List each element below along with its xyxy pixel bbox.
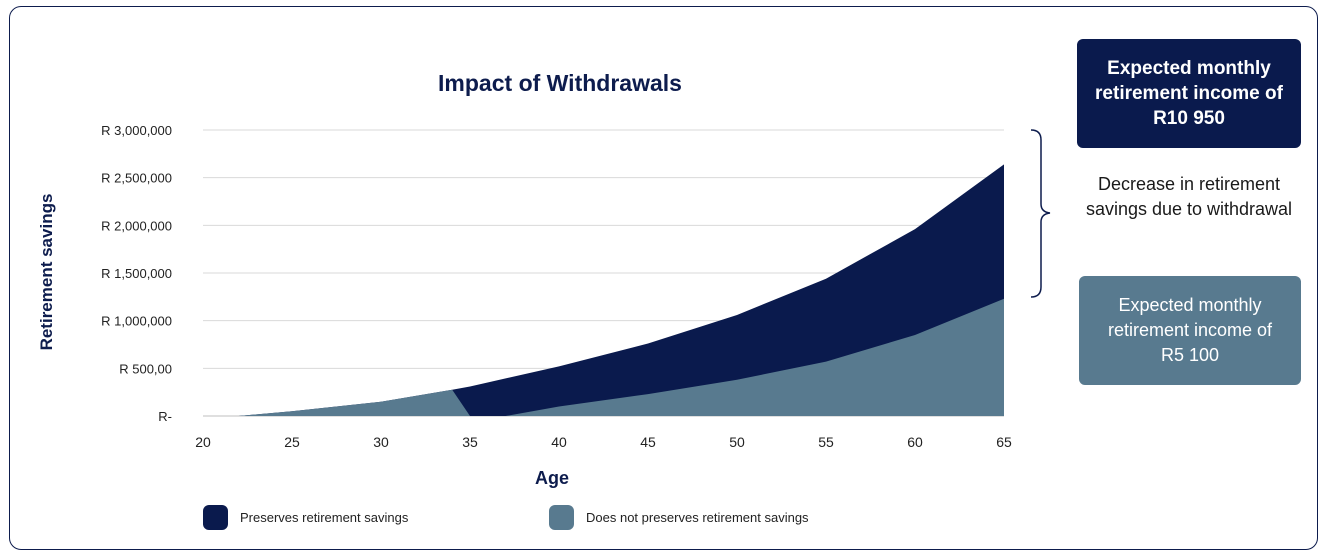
- y-axis-label: Retirement savings: [37, 194, 56, 351]
- y-tick-label: R 2,500,000: [101, 171, 172, 186]
- decrease-brace: [1030, 129, 1051, 298]
- area-not-preserve: [203, 298, 1004, 416]
- x-tick-label: 60: [907, 434, 923, 450]
- y-tick-labels: R- R 500,00 R 1,000,000 R 1,500,000 R 2,000,…: [101, 123, 172, 424]
- chart-title: Impact of Withdrawals: [438, 70, 682, 96]
- x-tick-label: 45: [640, 434, 656, 450]
- x-tick-label: 65: [996, 434, 1012, 450]
- x-axis-label: Age: [535, 468, 569, 488]
- decrease-label: Decrease in retirement savings due to wi…: [1085, 174, 1293, 219]
- y-tick-label: R-: [158, 409, 172, 424]
- x-tick-label: 35: [462, 434, 478, 450]
- x-tick-labels: 20 25 30 35 40 45 50 55 60 65: [195, 434, 1012, 450]
- legend-label-preserve: Preserves retirement savings: [240, 510, 409, 525]
- area-preserve: [203, 164, 1004, 416]
- legend-label-not-preserve: Does not preserves retirement savings: [586, 510, 809, 525]
- legend-swatch-not-preserve: [549, 505, 574, 530]
- x-tick-label: 20: [195, 434, 211, 450]
- y-tick-label: R 3,000,000: [101, 123, 172, 138]
- not-preserve-income-text: Expected monthly retirement income of R5…: [1107, 295, 1273, 365]
- y-tick-label: R 1,000,000: [101, 314, 172, 329]
- preserve-income-box: Expected monthly retirement income of R1…: [1077, 39, 1301, 148]
- x-tick-label: 50: [729, 434, 745, 450]
- preserve-income-text: Expected monthly retirement income of R1…: [1095, 58, 1283, 129]
- legend-item-not-preserve: Does not preserves retirement savings: [549, 505, 809, 530]
- area-series: [203, 164, 1004, 416]
- x-tick-label: 55: [818, 434, 834, 450]
- x-tick-label: 30: [373, 434, 389, 450]
- y-tick-label: R 1,500,000: [101, 266, 172, 281]
- legend-swatch-preserve: [203, 505, 228, 530]
- not-preserve-income-box: Expected monthly retirement income of R5…: [1079, 276, 1301, 385]
- x-tick-label: 40: [551, 434, 567, 450]
- x-tick-label: 25: [284, 434, 300, 450]
- y-tick-label: R 2,000,000: [101, 218, 172, 233]
- legend-item-preserve: Preserves retirement savings: [203, 505, 408, 530]
- y-tick-label: R 500,00: [119, 361, 172, 376]
